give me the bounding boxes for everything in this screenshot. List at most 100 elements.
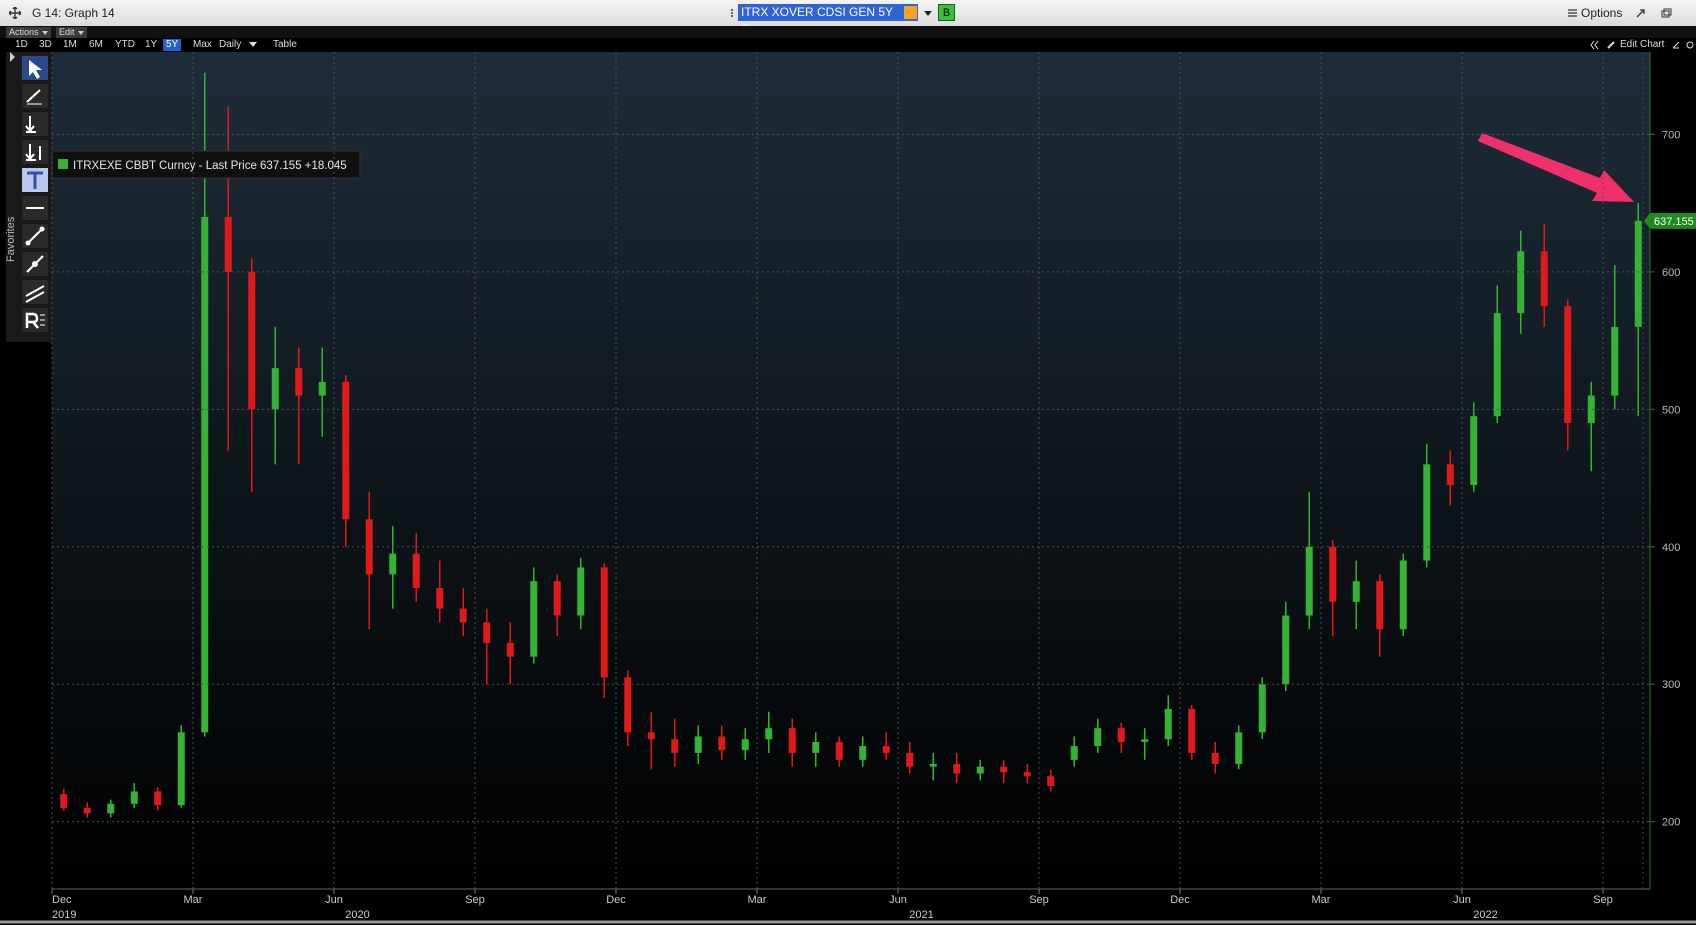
chart: Favorites 200 300 400 500 600 700 Dec Mar Jun Sep… [0, 52, 1696, 925]
sidebar-label: Favorites [5, 216, 17, 262]
drag-handle [731, 9, 733, 17]
window-title: G 14: Graph 14 [32, 6, 115, 20]
y-tick-label: 300 [1662, 679, 1680, 691]
table-button[interactable]: Table [273, 39, 297, 50]
candle-body [60, 794, 68, 808]
candle-body [577, 567, 585, 616]
candle-body [1446, 464, 1454, 485]
candle-body [1047, 776, 1055, 786]
move-icon[interactable] [9, 7, 21, 19]
y-tick-label: 400 [1662, 542, 1680, 554]
x-tick-label: Sep [465, 894, 485, 906]
x-tick-label: Jun [325, 894, 343, 906]
last-price-tag [1644, 212, 1696, 229]
candle-body [882, 746, 890, 753]
candle-body [1117, 728, 1125, 742]
candle-body [1493, 313, 1501, 417]
candle-body [1352, 581, 1360, 602]
candle-body [1376, 581, 1384, 630]
candle-body [1094, 728, 1102, 747]
candle-body [553, 581, 561, 616]
legend-swatch [58, 159, 68, 169]
year-label: 2019 [52, 909, 76, 921]
candle-body [788, 728, 796, 753]
candle-body [765, 728, 773, 740]
period-button[interactable]: 1Y [145, 39, 158, 50]
candle-body [436, 588, 444, 609]
candle-body [1399, 560, 1407, 630]
candle-body [1000, 766, 1008, 773]
security-field[interactable]: ITRX XOVER CDSI GEN 5Y Corp [738, 4, 918, 36]
expand-icon[interactable] [10, 52, 15, 62]
edit-chart-icon [1607, 41, 1615, 49]
x-tick-label: Dec [52, 894, 72, 906]
candle-body [107, 803, 115, 814]
candle-body [295, 368, 303, 396]
candle-body [1540, 251, 1548, 307]
candle-body [1305, 546, 1313, 616]
period-button[interactable]: 6M [89, 39, 103, 50]
x-tick-label: Mar [748, 894, 767, 906]
collapse-icon[interactable] [1590, 41, 1600, 49]
candle-body [906, 752, 914, 767]
x-tick-label: Jun [1453, 894, 1471, 906]
candle-body [154, 791, 162, 806]
candle-body [812, 741, 820, 753]
y-tick-label: 600 [1662, 267, 1680, 279]
candle-body [389, 553, 397, 575]
actions-menu[interactable]: Actions [6, 27, 51, 38]
window-controls[interactable] [1636, 7, 1686, 19]
y-tick-label: 500 [1662, 404, 1680, 416]
candle-body [1587, 395, 1595, 424]
candle-body [483, 622, 491, 643]
period-button[interactable]: 3D [39, 39, 52, 50]
candle-body [1634, 220, 1642, 327]
drawing-tools[interactable] [22, 56, 48, 332]
candle-body [530, 581, 538, 657]
period-button[interactable]: Max [193, 39, 212, 50]
period-button[interactable]: 1M [63, 39, 77, 50]
x-tick-label: Dec [606, 894, 626, 906]
candle-body [83, 807, 91, 814]
candle-body [459, 608, 467, 623]
candle-body [1470, 416, 1478, 485]
period-button[interactable]: YTD [115, 39, 135, 50]
last-price-label: 637.155 [1654, 216, 1694, 228]
candle-body [342, 381, 350, 520]
candle-body [1258, 684, 1266, 733]
options-button[interactable]: Options [1581, 6, 1623, 20]
chart-tools[interactable] [1672, 40, 1694, 50]
candle-body [859, 746, 867, 760]
actions-label: Actions [9, 27, 39, 37]
frequency-button[interactable]: Daily [219, 39, 242, 50]
x-tick-label: Mar [1312, 894, 1331, 906]
period-button[interactable]: 5Y [163, 39, 182, 51]
candle-body [365, 519, 373, 575]
candle-body [412, 553, 420, 589]
frequency-dropdown[interactable] [249, 42, 257, 47]
edit-menu[interactable]: Edit [56, 27, 87, 38]
edit-chart-button[interactable]: Edit Chart [1620, 39, 1665, 50]
y-tick-label: 700 [1662, 129, 1680, 141]
source-button[interactable]: B [938, 4, 955, 21]
candle-body [1235, 732, 1243, 764]
security-color [904, 6, 917, 19]
candle-body [1611, 326, 1619, 396]
period-button[interactable]: 1D [15, 39, 28, 50]
candle-body [201, 216, 209, 733]
candle-body [1423, 464, 1431, 561]
period-bar: Edit Chart 1D 3D 1M 6M YTD 1Y 5Y Max Daily Table [0, 38, 1696, 52]
x-tick-label: Sep [1029, 894, 1049, 906]
year-label: 2021 [909, 909, 933, 921]
security-dropdown[interactable] [924, 11, 932, 16]
options-icon [1568, 9, 1577, 17]
candle-body [177, 732, 185, 806]
candle-body [1564, 306, 1572, 424]
candle-body [953, 763, 961, 774]
year-label: 2022 [1473, 909, 1497, 921]
candle-body [1188, 708, 1196, 753]
candle-body [506, 642, 514, 657]
legend-box [51, 150, 361, 179]
x-tick-label: Jun [889, 894, 907, 906]
